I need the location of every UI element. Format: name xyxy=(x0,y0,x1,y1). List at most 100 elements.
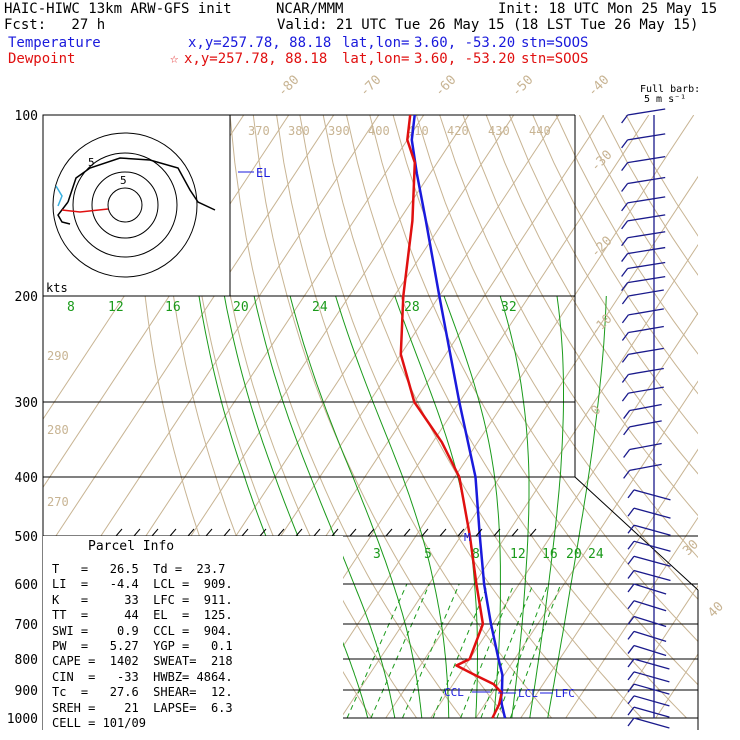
dry-adiabat-line xyxy=(439,115,698,559)
wind-barb-flag xyxy=(621,139,629,149)
dry-adiabat-line xyxy=(625,115,698,237)
wind-barb xyxy=(633,644,667,657)
dewpoint-latlon-label: lat,lon= xyxy=(342,51,410,67)
dewpoint-xy: x,y=257.78, 88.18 xyxy=(184,51,328,67)
dry-adiabat-line xyxy=(509,115,698,435)
wind-barb xyxy=(633,524,671,536)
mixing-ratio-bottom-label: 3 xyxy=(373,547,381,562)
wind-barb-flag xyxy=(621,162,629,171)
wind-barb xyxy=(633,630,667,643)
barb-legend-title: Full barb: xyxy=(640,84,701,95)
parcel-info-row: LI = -4.4 LCL = 909. xyxy=(52,577,233,592)
valid-label: Valid: 21 UTC Tue 26 May 15 (18 LST Tue … xyxy=(277,17,699,33)
wind-barb-flag xyxy=(627,630,635,640)
hatch-mark xyxy=(331,528,339,537)
dry-adiabat-line xyxy=(415,115,698,600)
wind-barb-flag xyxy=(621,353,629,363)
wind-barb xyxy=(629,442,662,451)
lcl-label: LCL xyxy=(518,687,538,700)
dewpoint-legend: Dewpoint xyxy=(8,51,76,67)
wind-barb xyxy=(633,683,670,695)
dry-adiabat-line xyxy=(602,115,698,276)
wind-barb-flag xyxy=(627,524,635,534)
dry-adiabat-line xyxy=(392,115,698,643)
parcel-info-row: CELL = 101/09 xyxy=(52,716,146,731)
wind-barb-flag xyxy=(627,706,635,716)
wind-barb-flag xyxy=(621,220,629,230)
wind-barb-flag xyxy=(621,295,629,305)
isotherm-label: -40 xyxy=(585,73,612,100)
wind-barb-flag xyxy=(627,570,635,579)
mixing-ratio-bottom-label: 5 xyxy=(424,547,432,562)
hodograph-ring-label: 5 xyxy=(88,156,95,169)
mixing-ratio-bottom-label: 12 xyxy=(510,547,526,562)
wind-barb xyxy=(633,540,671,552)
hatch-mark xyxy=(295,528,303,537)
temperature-latlon-value: 3.60, -53.20 xyxy=(414,35,516,51)
mixing-ratio-top-label: 32 xyxy=(501,300,517,315)
wind-barb-flag xyxy=(627,695,635,705)
hatch-mark xyxy=(151,528,159,537)
wind-barb xyxy=(627,214,666,222)
wind-barb xyxy=(633,706,670,718)
el-label: EL xyxy=(256,166,270,180)
temperature-stn: stn=SOOS xyxy=(521,35,589,51)
theta-label: 390 xyxy=(328,124,350,138)
pressure-tick-label: 400 xyxy=(15,471,38,486)
isotherm-line xyxy=(43,115,335,557)
isotherm-label: -70 xyxy=(357,73,384,100)
dewpoint-stn: stn=SOOS xyxy=(521,51,589,67)
parcel-info-row: K = 33 LFC = 911. xyxy=(52,592,233,607)
wind-barb xyxy=(627,133,666,141)
wind-barb-flag xyxy=(627,489,635,499)
dry-adiabat-line xyxy=(346,115,687,719)
wind-barb xyxy=(628,386,664,394)
wind-barb xyxy=(633,555,671,567)
wind-barb-flag xyxy=(627,616,635,625)
dewpoint-marker-icon: ☆ xyxy=(170,51,179,67)
wind-barb xyxy=(633,489,671,501)
isotherm-line xyxy=(610,584,698,719)
parcel-info-row: SREH = 21 LAPSE= 6.3 xyxy=(52,700,233,715)
isotherm-line xyxy=(340,175,698,719)
theta-label: 410 xyxy=(407,124,429,138)
wind-barb-flag xyxy=(621,374,629,383)
wind-barb xyxy=(629,463,662,472)
isotherm-line xyxy=(430,312,698,719)
wind-barb-flag xyxy=(623,410,631,419)
hatch-mark xyxy=(349,528,357,537)
isotherm-line xyxy=(520,448,698,719)
wind-barb xyxy=(633,671,670,683)
parcel-info-row: SWI = 0.9 CCL = 904. xyxy=(52,623,233,638)
org-label: NCAR/MMM xyxy=(276,1,344,17)
wind-barb xyxy=(627,176,666,185)
wind-barb-flag xyxy=(627,540,635,550)
wind-barb xyxy=(633,615,667,628)
dry-adiabat-line xyxy=(369,115,698,686)
hatch-mark xyxy=(241,528,249,537)
wind-barb xyxy=(633,600,667,612)
hatch-mark xyxy=(115,528,123,537)
wind-barb xyxy=(633,569,671,582)
temperature-legend: Temperature xyxy=(8,35,101,51)
wind-barb xyxy=(629,403,662,412)
hatch-mark xyxy=(403,528,411,537)
parcel-info-table: T = 26.5 Td = 23.7 LI = -4.4 LCL = 909. K … xyxy=(52,562,233,731)
hatch-mark xyxy=(457,528,465,537)
isotherm-line xyxy=(295,115,695,719)
wind-barb-flag xyxy=(621,114,629,124)
hatch-mark xyxy=(313,528,321,537)
wind-barb xyxy=(627,261,666,270)
wind-barb-flag xyxy=(623,470,631,479)
isotherm-line xyxy=(475,380,698,719)
hodograph-trace-low xyxy=(57,201,71,225)
mixing-ratio-top-label: 20 xyxy=(233,300,249,315)
hatch-mark xyxy=(511,528,519,537)
wind-barb-flag xyxy=(621,268,629,277)
parcel-info-row: TT = 44 EL = 125. xyxy=(52,608,233,623)
isotherm-label: 40 xyxy=(705,599,727,621)
theta-label: 270 xyxy=(47,495,69,509)
mixing-ratio-line xyxy=(509,583,562,719)
theta-label: 400 xyxy=(368,124,390,138)
wind-barb-flag xyxy=(627,600,635,610)
